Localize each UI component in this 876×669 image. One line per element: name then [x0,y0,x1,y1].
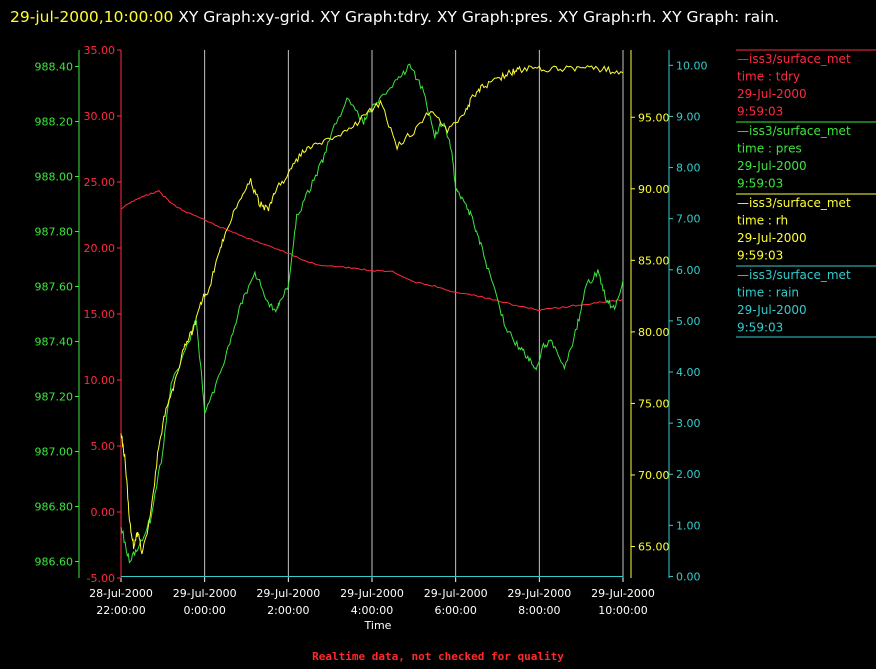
quality-note: Realtime data, not checked for quality [312,650,564,663]
title-graph-list: XY Graph:xy-grid. XY Graph:tdry. XY Grap… [173,8,780,26]
x-tick-label-date: 29-Jul-2000 [173,587,237,600]
rain-tick-label: 9.00 [676,110,701,123]
legend-time: 9:59:03 [737,177,783,191]
x-tick-label-time: 8:00:00 [518,604,560,617]
x-tick-label-time: 4:00:00 [351,604,393,617]
rh-tick-label: 90.00 [638,183,670,196]
legend-variable: time : tdry [737,70,800,84]
series-line-rh [120,65,624,555]
tdry-tick-label: 35.00 [84,44,116,57]
pres-tick-label: 987.60 [35,281,74,294]
rh-tick-label: 65.00 [638,541,670,554]
rain-tick-label: 10.00 [676,59,708,72]
rain-tick-label: 4.00 [676,366,701,379]
x-tick-label-time: 22:00:00 [96,604,145,617]
rain-tick-label: 3.00 [676,417,701,430]
legend-time: 9:59:03 [737,105,783,119]
legend-variable: time : rh [737,214,788,228]
pres-tick-label: 988.20 [35,116,74,129]
pres-tick-label: 988.40 [35,61,74,74]
x-tick-label-date: 29-Jul-2000 [591,587,655,600]
legend-time: 9:59:03 [737,321,783,335]
x-tick-label-date: 29-Jul-2000 [340,587,404,600]
rain-tick-label: 5.00 [676,315,701,328]
rain-tick-label: 2.00 [676,468,701,481]
rain-tick-label: 7.00 [676,213,701,226]
x-tick-label-date: 28-Jul-2000 [89,587,153,600]
series-line-pres [120,63,624,564]
legend-date: 29-Jul-2000 [737,231,807,245]
legend-source: —iss3/surface_met [737,196,851,210]
legend-date: 29-Jul-2000 [737,159,807,173]
chart-title: 29-jul-2000,10:00:00 XY Graph:xy-grid. X… [10,3,870,32]
tdry-tick-label: 5.00 [91,440,116,453]
x-tick-label-date: 29-Jul-2000 [507,587,571,600]
pres-tick-label: 987.40 [35,336,74,349]
pres-tick-label: 987.20 [35,391,74,404]
rain-tick-label: 6.00 [676,264,701,277]
title-timestamp: 29-jul-2000,10:00:00 [10,8,174,26]
legend-date: 29-Jul-2000 [737,303,807,317]
tdry-tick-label: 30.00 [84,110,116,123]
legend-date: 29-Jul-2000 [737,87,807,101]
rh-tick-label: 70.00 [638,469,670,482]
x-tick-label-time: 6:00:00 [434,604,476,617]
rain-tick-label: 1.00 [676,519,701,532]
pres-tick-label: 986.80 [35,501,74,514]
legend-source: —iss3/surface_met [737,52,851,66]
pres-tick-label: 987.80 [35,226,74,239]
tdry-tick-label: -5.00 [87,572,115,585]
x-axis-label: Time [364,619,392,632]
rh-tick-label: 95.00 [638,111,670,124]
tdry-tick-label: 20.00 [84,242,116,255]
series-line-tdry [120,189,624,312]
rh-tick-label: 75.00 [638,397,670,410]
pres-tick-label: 986.60 [35,556,74,569]
legend-time: 9:59:03 [737,249,783,263]
x-tick-label-time: 10:00:00 [598,604,647,617]
legend-variable: time : pres [737,142,802,156]
tdry-tick-label: 10.00 [84,374,116,387]
rain-tick-label: 8.00 [676,162,701,175]
legend-variable: time : rain [737,286,799,300]
x-tick-label-time: 0:00:00 [183,604,225,617]
tdry-tick-label: 25.00 [84,176,116,189]
legend-source: —iss3/surface_met [737,268,851,282]
rh-tick-label: 80.00 [638,326,670,339]
rh-tick-label: 85.00 [638,254,670,267]
x-tick-label-date: 29-Jul-2000 [424,587,488,600]
pres-tick-label: 987.00 [35,446,74,459]
legend-source: —iss3/surface_met [737,124,851,138]
x-tick-label-time: 2:00:00 [267,604,309,617]
x-tick-label-date: 29-Jul-2000 [256,587,320,600]
tdry-tick-label: 15.00 [84,308,116,321]
pres-tick-label: 988.00 [35,171,74,184]
rain-tick-label: 0.00 [676,570,701,583]
tdry-tick-label: 0.00 [91,506,116,519]
